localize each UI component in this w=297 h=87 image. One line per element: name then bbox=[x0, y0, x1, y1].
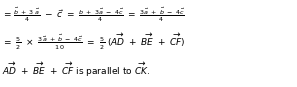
Text: $=\ \frac{5}{2}\ \times\ \frac{3\vec{a}\ +\ \vec{b}\ -\ 4\vec{c}}{10}\ =\ \frac{: $=\ \frac{5}{2}\ \times\ \frac{3\vec{a}\… bbox=[2, 32, 186, 52]
Text: $\overrightarrow{AD}\ +\ \overrightarrow{BE}\ +\ \overrightarrow{CF}$$ \ \mathrm: $\overrightarrow{AD}\ +\ \overrightarrow… bbox=[2, 61, 150, 79]
Text: $= \frac{\vec{b}\ +\ 3\ \vec{a}}{4}\ -\ \vec{c}\ =\ \frac{b\ +\ 3\vec{a}\ -\ 4\v: $= \frac{\vec{b}\ +\ 3\ \vec{a}}{4}\ -\ … bbox=[2, 5, 185, 24]
